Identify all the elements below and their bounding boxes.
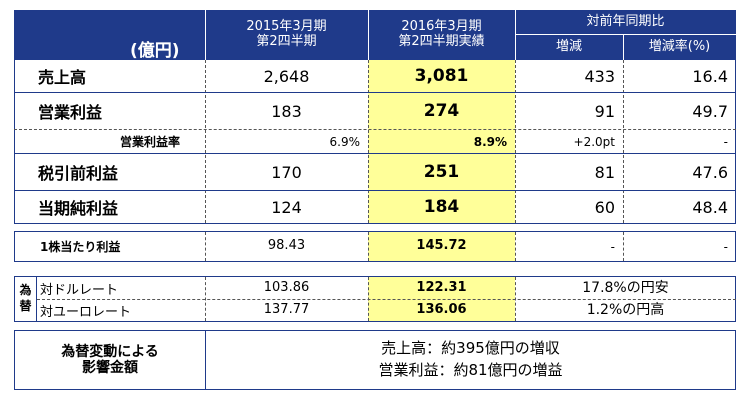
col-divider	[515, 60, 516, 223]
fx-eur-note: 1.2%の円高	[586, 302, 665, 319]
row-divider	[14, 129, 736, 130]
current-period-highlight	[368, 60, 515, 223]
header-divider	[368, 10, 369, 60]
header-prev-line1: 2015年3月期	[246, 19, 327, 35]
fx-usd-label: 対ドルレート	[40, 283, 119, 298]
pretax-income-prev: 170	[271, 162, 302, 182]
row-label-revenue: 売上高	[38, 68, 87, 87]
header-curr-period: 2016年3月期 第2四半期実績	[368, 10, 515, 60]
fx-side-label-2: 替	[19, 299, 32, 313]
fx-usd-note: 17.8%の円安	[582, 280, 669, 297]
impact-revenue: 売上高：約395億円の増収	[381, 339, 560, 358]
row-label-eps: 1株当たり利益	[40, 240, 121, 254]
row-divider	[14, 190, 736, 191]
header-unit: (億円)	[130, 41, 180, 61]
pretax-income-rate: 47.6	[692, 162, 728, 182]
net-income-rate: 48.4	[692, 197, 728, 217]
header-change: 増減	[555, 38, 582, 54]
col-divider	[205, 60, 206, 223]
header-divider	[205, 10, 206, 60]
revenue-rate: 16.4	[692, 66, 728, 86]
operating-income-curr: 274	[423, 101, 460, 121]
impact-table	[14, 330, 736, 390]
operating-income-change: 91	[594, 101, 615, 121]
col-divider	[623, 60, 624, 223]
fx-eur-curr: 136.06	[416, 302, 467, 318]
row-divider	[14, 92, 736, 93]
row-divider	[14, 153, 736, 154]
row-label-net-income: 当期純利益	[38, 199, 119, 218]
header-compare: 対前年同期比	[586, 13, 665, 29]
pretax-income-curr: 251	[423, 162, 460, 182]
row-label-operating-income: 営業利益	[38, 103, 103, 122]
table-header	[14, 10, 736, 60]
header-prev-period: 2015年3月期 第2四半期	[205, 10, 368, 60]
col-divider	[205, 232, 206, 261]
operating-income-prev: 183	[271, 101, 302, 121]
header-divider	[623, 34, 624, 60]
fx-eur-prev: 137.77	[263, 302, 310, 318]
revenue-prev: 2,648	[263, 66, 310, 86]
header-curr-line2: 第2四半期実績	[398, 34, 485, 49]
revenue-curr: 3,081	[414, 66, 469, 86]
operating-margin-curr: 8.9%	[473, 134, 507, 149]
impact-label-line1: 為替変動による	[61, 343, 159, 360]
col-divider	[515, 232, 516, 261]
operating-margin-rate: -	[723, 134, 728, 149]
fx-eur-label: 対ユーロレート	[40, 305, 132, 320]
header-divider	[515, 34, 736, 35]
row-label-operating-margin: 営業利益率	[120, 135, 181, 149]
eps-change: -	[610, 239, 615, 254]
operating-income-rate: 49.7	[692, 101, 728, 121]
impact-divider	[205, 331, 206, 389]
net-income-curr: 184	[423, 197, 460, 217]
impact-label: 為替変動による 影響金額	[15, 331, 205, 389]
header-change-rate: 増減率(%)	[648, 38, 711, 54]
operating-margin-change: +2.0pt	[573, 134, 615, 149]
header-curr-line1: 2016年3月期	[401, 19, 482, 35]
col-divider	[368, 60, 369, 223]
pretax-income-change: 81	[594, 162, 615, 182]
fx-side-label: 為 替	[15, 277, 36, 321]
revenue-change: 433	[584, 66, 615, 86]
eps-prev: 98.43	[267, 238, 306, 254]
row-divider	[37, 299, 736, 300]
row-label-pretax-income: 税引前利益	[38, 164, 119, 183]
net-income-prev: 124	[271, 197, 302, 217]
eps-rate: -	[723, 239, 728, 254]
impact-label-line2: 影響金額	[82, 360, 138, 376]
col-divider	[623, 232, 624, 261]
eps-highlight	[368, 232, 515, 261]
header-divider	[515, 10, 516, 60]
net-income-change: 60	[594, 197, 615, 217]
col-divider	[368, 232, 369, 261]
operating-margin-prev: 6.9%	[329, 134, 361, 149]
fx-usd-curr: 122.31	[416, 280, 467, 296]
fx-side-label-1: 為	[19, 283, 32, 298]
impact-operating-income: 営業利益：約81億円の増益	[378, 361, 563, 379]
impact-values: 売上高：約395億円の増収 営業利益：約81億円の増益	[206, 331, 735, 389]
eps-curr: 145.72	[416, 238, 467, 254]
fx-side-divider	[36, 277, 37, 321]
fx-usd-prev: 103.86	[263, 280, 310, 296]
header-prev-line2: 第2四半期	[256, 34, 317, 49]
